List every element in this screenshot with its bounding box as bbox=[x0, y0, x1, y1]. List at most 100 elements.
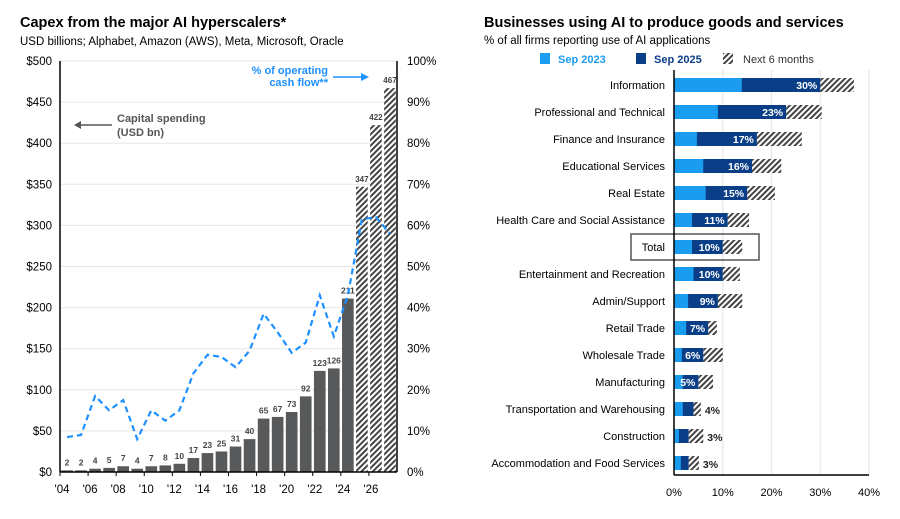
bar-value-label: 67 bbox=[273, 404, 283, 414]
right-chart-title: Businesses using AI to produce goods and… bbox=[484, 15, 844, 31]
sep2023-bar bbox=[674, 321, 687, 335]
sep2023-bar bbox=[674, 105, 718, 119]
capex-bar bbox=[299, 396, 312, 472]
capex-bar bbox=[61, 470, 73, 472]
x-tick-label: '26 bbox=[363, 484, 378, 496]
right-y-tick-label: 80% bbox=[407, 138, 430, 150]
category-label: Total bbox=[642, 242, 665, 254]
next6months-bar bbox=[703, 348, 723, 362]
category-label: Finance and Insurance bbox=[553, 134, 665, 146]
next6months-bar bbox=[698, 375, 713, 389]
left-y-tick-label: $0 bbox=[39, 467, 52, 479]
right-y-tick-label: 10% bbox=[407, 426, 430, 438]
capex-bar bbox=[75, 470, 87, 472]
right-y-tick-label: 40% bbox=[407, 303, 430, 315]
sep2023-bar bbox=[674, 78, 742, 92]
x-tick-label: 40% bbox=[858, 487, 880, 499]
next6months-bar bbox=[756, 132, 802, 146]
next6months-bar bbox=[722, 240, 743, 254]
right-y-tick-label: 30% bbox=[407, 344, 430, 356]
capex-bar bbox=[173, 463, 186, 472]
bar-value-label: 123 bbox=[313, 358, 327, 368]
capex-bar bbox=[201, 453, 214, 472]
x-tick-label: '16 bbox=[223, 484, 238, 496]
x-tick-label: 30% bbox=[809, 487, 831, 499]
ocf-annotation: cash flow** bbox=[269, 77, 328, 89]
sep2023-bar bbox=[674, 186, 706, 200]
left-y-tick-label: $300 bbox=[26, 220, 52, 232]
category-label: Real Estate bbox=[608, 188, 665, 200]
next6months-bar bbox=[820, 78, 854, 92]
x-tick-label: '22 bbox=[307, 484, 322, 496]
x-tick-label: '10 bbox=[139, 484, 154, 496]
data-label: 15% bbox=[723, 188, 745, 200]
sep2023-bar bbox=[674, 213, 693, 227]
data-label: 3% bbox=[703, 459, 719, 471]
category-label: Construction bbox=[603, 431, 665, 443]
right-chart-subtitle: % of all firms reporting use of AI appli… bbox=[484, 35, 711, 47]
next6months-bar bbox=[708, 321, 717, 335]
legend-swatch-next6months bbox=[723, 53, 733, 64]
next6months-bar bbox=[727, 213, 750, 227]
category-label: Information bbox=[610, 80, 665, 92]
bar-value-label: 25 bbox=[217, 438, 227, 448]
bar-value-label: 2 bbox=[65, 457, 70, 467]
category-label: Entertainment and Recreation bbox=[519, 269, 665, 281]
sep2023-bar bbox=[674, 132, 697, 146]
right-y-tick-label: 50% bbox=[407, 262, 430, 274]
capex-bar bbox=[229, 446, 242, 472]
category-label: Wholesale Trade bbox=[582, 350, 665, 362]
arrow-right-icon bbox=[361, 73, 369, 81]
legend-swatch-sep2023 bbox=[540, 53, 550, 64]
sep2023-bar bbox=[674, 402, 683, 416]
capex-bar bbox=[342, 298, 354, 472]
data-label: 10% bbox=[699, 269, 721, 281]
sep2023-bar bbox=[674, 348, 682, 362]
right-y-tick-label: 100% bbox=[407, 56, 436, 68]
arrow-left-icon bbox=[74, 121, 81, 129]
ocf-percent-line bbox=[66, 216, 391, 442]
x-tick-label: '06 bbox=[83, 484, 98, 496]
bar-value-label: 31 bbox=[231, 434, 241, 444]
x-tick-label: '12 bbox=[167, 484, 182, 496]
x-tick-label: '24 bbox=[335, 484, 351, 496]
x-tick-label: '14 bbox=[195, 484, 211, 496]
data-label: 11% bbox=[704, 215, 725, 227]
sep2023-bar bbox=[674, 375, 683, 389]
bar-value-label: 126 bbox=[327, 355, 341, 365]
left-y-tick-label: $150 bbox=[26, 344, 52, 356]
right-y-tick-label: 90% bbox=[407, 97, 430, 109]
next6months-bar bbox=[752, 159, 782, 173]
left-y-tick-label: $100 bbox=[26, 385, 52, 397]
right-y-tick-label: 20% bbox=[407, 385, 430, 397]
category-label: Manufacturing bbox=[595, 377, 665, 389]
sep2023-bar bbox=[674, 240, 693, 254]
capex-bar bbox=[243, 439, 256, 472]
sep2023-bar bbox=[674, 294, 689, 308]
capex-bar bbox=[257, 418, 270, 472]
legend-label: Sep 2023 bbox=[558, 54, 606, 66]
capex-bar bbox=[131, 468, 144, 472]
bar-value-label: 10 bbox=[175, 451, 185, 461]
right-y-tick-label: 0% bbox=[407, 467, 424, 479]
data-label: 16% bbox=[728, 161, 750, 173]
capex-bar bbox=[159, 465, 172, 472]
bar-value-label: 17 bbox=[189, 445, 199, 455]
x-tick-label: 20% bbox=[760, 487, 782, 499]
bar-value-label: 422 bbox=[369, 113, 383, 122]
next6months-bar bbox=[693, 402, 701, 416]
next6months-bar bbox=[786, 105, 822, 119]
data-label: 9% bbox=[700, 296, 716, 308]
x-tick-label: '08 bbox=[111, 484, 126, 496]
left-y-tick-label: $450 bbox=[26, 97, 52, 109]
capex-bar bbox=[103, 467, 115, 472]
capex-bar bbox=[117, 466, 130, 472]
x-tick-label: '20 bbox=[279, 484, 294, 496]
data-label: 5% bbox=[680, 377, 696, 389]
bar-value-label: 92 bbox=[301, 383, 311, 393]
x-tick-label: 10% bbox=[712, 487, 734, 499]
left-y-tick-label: $50 bbox=[33, 426, 52, 438]
left-y-tick-label: $400 bbox=[26, 138, 52, 150]
